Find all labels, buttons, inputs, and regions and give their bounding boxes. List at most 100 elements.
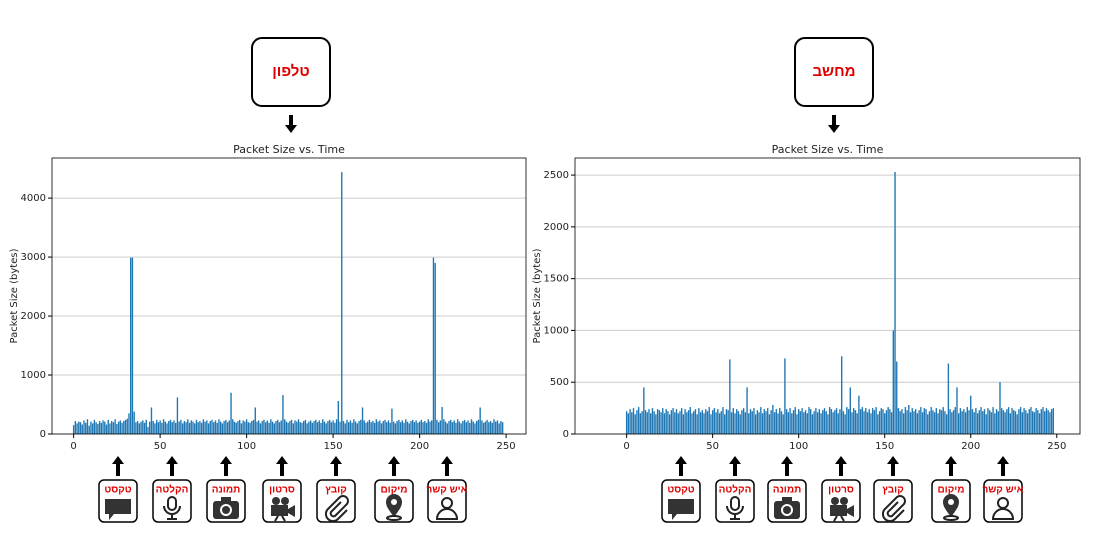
bar — [337, 400, 339, 434]
bar — [190, 420, 192, 434]
bar — [959, 408, 962, 434]
bar — [853, 408, 855, 434]
bar — [223, 421, 225, 434]
bar — [434, 262, 436, 434]
bar — [662, 408, 664, 434]
bar — [679, 411, 681, 434]
chart-title: Packet Size vs. Time — [233, 143, 345, 156]
bar — [303, 421, 305, 434]
y-tick-label: 1000 — [21, 370, 46, 381]
y-tick-label: 3000 — [21, 252, 46, 263]
icon-pin — [386, 494, 402, 517]
bar — [748, 413, 750, 434]
bar — [803, 412, 805, 434]
bar — [245, 419, 248, 434]
bar — [705, 409, 707, 434]
bar — [933, 412, 936, 434]
bar — [1001, 408, 1003, 434]
bar — [952, 410, 955, 434]
bar — [942, 407, 944, 434]
bar — [923, 408, 925, 434]
bar — [258, 420, 260, 434]
bar — [330, 422, 333, 434]
bar — [717, 409, 719, 434]
bar — [675, 409, 678, 434]
bar — [746, 387, 748, 434]
bar — [932, 410, 934, 434]
bar — [639, 413, 642, 434]
bar — [112, 422, 115, 434]
bar — [701, 410, 704, 434]
x-tick-label: 50 — [706, 441, 719, 452]
chart: טלפון Packet Size vs. Time Packet Size (by… — [9, 37, 527, 523]
bar — [698, 408, 700, 434]
bar — [469, 422, 471, 434]
bar — [323, 421, 326, 434]
bar — [818, 409, 821, 434]
bar — [351, 422, 353, 434]
bar — [200, 422, 203, 434]
bar — [441, 406, 443, 434]
bar — [990, 412, 993, 434]
bar — [237, 421, 239, 434]
bar — [772, 405, 774, 434]
bar — [401, 420, 404, 434]
bar — [925, 409, 927, 434]
bar — [1030, 407, 1032, 434]
bar — [157, 422, 160, 434]
bar — [339, 421, 341, 434]
bar — [130, 257, 132, 434]
bar — [318, 420, 320, 434]
bar — [415, 420, 417, 434]
bar — [865, 408, 867, 434]
bar — [804, 410, 807, 434]
bar — [143, 422, 146, 434]
bar — [199, 421, 201, 434]
bar — [396, 421, 398, 434]
bar — [292, 423, 295, 434]
action-label: הקלטה — [719, 484, 752, 496]
bar — [877, 414, 879, 434]
bar — [767, 408, 769, 434]
bar — [254, 407, 256, 434]
bar — [164, 421, 167, 434]
bar — [796, 414, 798, 434]
bar — [1049, 412, 1051, 434]
bar — [822, 410, 824, 434]
bar — [86, 419, 89, 434]
arrow — [112, 456, 124, 476]
bar — [1038, 413, 1041, 434]
bar — [424, 421, 426, 434]
bar — [91, 423, 94, 434]
bar — [983, 409, 986, 434]
bar — [668, 414, 671, 434]
bar — [971, 409, 974, 434]
bar — [273, 423, 275, 434]
bar — [150, 407, 153, 434]
bar — [1016, 414, 1018, 434]
bar — [188, 422, 191, 434]
bar — [107, 419, 109, 434]
bar — [320, 422, 322, 434]
bar — [902, 413, 905, 434]
action-label: קובץ — [882, 485, 903, 496]
bar — [730, 412, 733, 434]
bar — [136, 421, 139, 434]
bar — [768, 414, 771, 434]
bar — [296, 421, 298, 434]
bar — [311, 422, 314, 434]
arrow — [330, 456, 342, 476]
bar — [315, 419, 317, 434]
bar — [406, 421, 409, 434]
bar — [665, 409, 667, 434]
bar — [458, 421, 461, 434]
arrow — [166, 456, 178, 476]
bar — [1019, 407, 1022, 434]
bar — [732, 408, 734, 434]
bar — [892, 330, 895, 434]
bar — [379, 420, 381, 434]
bar — [789, 408, 791, 434]
bar — [885, 410, 888, 434]
bar — [973, 412, 975, 434]
